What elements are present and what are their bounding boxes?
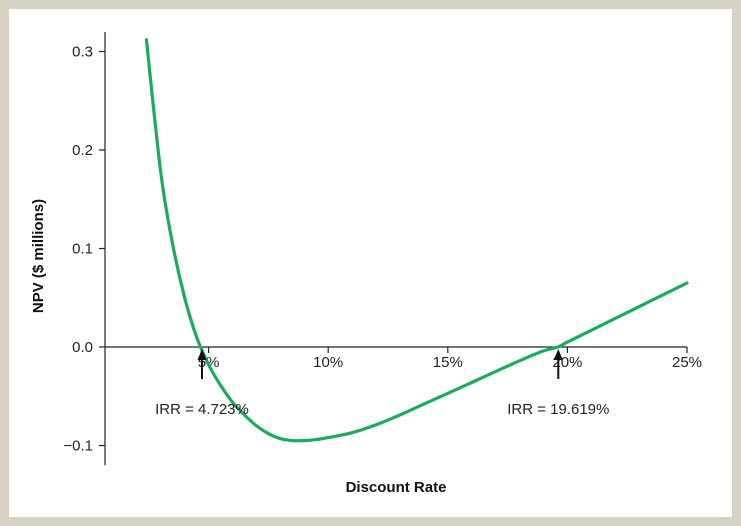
x-tick-label: 10% <box>313 354 343 371</box>
y-tick-label: 0.1 <box>72 241 93 258</box>
x-axis-title: Discount Rate <box>346 479 447 496</box>
x-tick-label: 15% <box>433 354 463 371</box>
npv-chart: −0.10.00.10.20.35% 10% 15% 20% 25% IRR = 4.7… <box>30 31 702 496</box>
y-tick-label: 0.0 <box>72 339 93 356</box>
y-tick-label: 0.3 <box>72 44 93 61</box>
chart-frame: −0.1 0.0 0.1 0.2 0.3 5% 10% 15% 20% 25% IRR = 4.7… <box>9 9 732 517</box>
irr-label: IRR = 19.619% <box>507 401 609 418</box>
npv-series-line <box>144 38 689 443</box>
x-tick-label: 25% <box>672 354 702 371</box>
irr-label: IRR = 4.723% <box>155 401 249 418</box>
y-tick-label: −0.1 <box>63 438 93 455</box>
irr-arrowhead <box>553 349 563 360</box>
irr-arrowhead <box>197 349 207 360</box>
y-axis-title: NPV ($ millions) <box>30 199 47 313</box>
y-tick-label: 0.2 <box>72 142 93 159</box>
